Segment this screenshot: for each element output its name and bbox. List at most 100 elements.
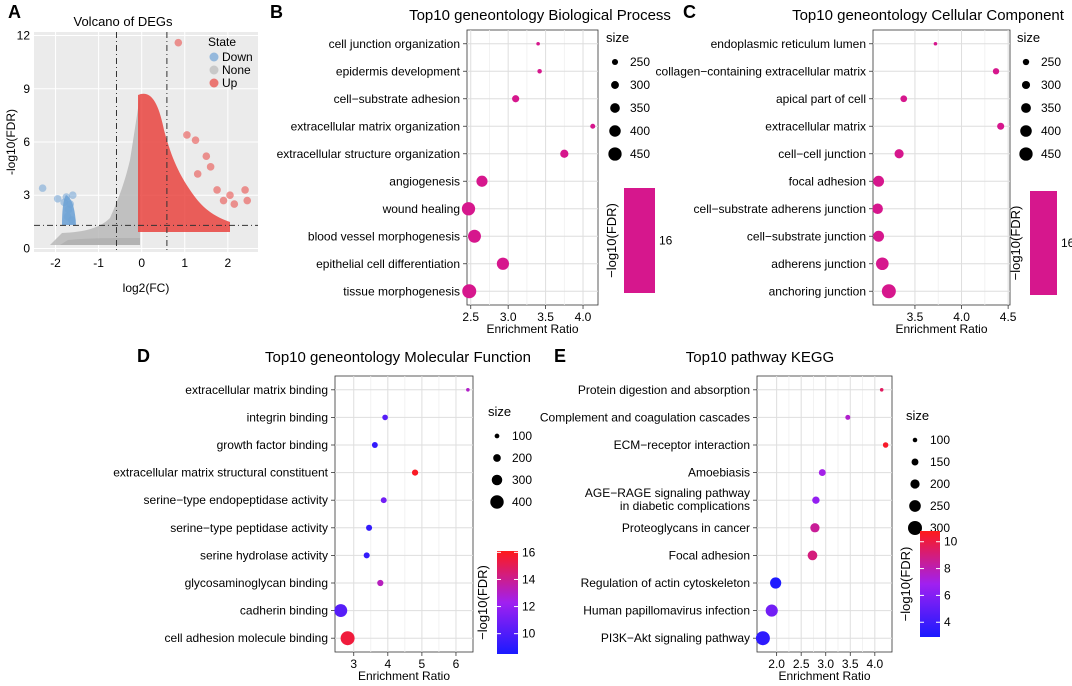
cc-size-legend-label: 350 [1041,101,1061,115]
cc-point [992,68,1000,75]
mf-point [340,631,355,646]
cc-xlabel: Enrichment Ratio [895,322,987,336]
cc-size-legend-label: 300 [1041,78,1061,92]
panel-label-b: B [270,2,283,22]
bp-category-label: epithelial cell differentiation [316,257,460,271]
mf-category-label: extracellular matrix binding [185,383,328,397]
volcano-up-cloud [138,93,230,232]
volcano-point-down [62,193,71,201]
mf-colorbar-label: 12 [522,600,536,614]
bp-size-legend-dot [608,147,622,161]
bp-plot-area [466,29,599,306]
cc-x-tick-label: 4.0 [953,310,970,324]
legend-up-label: Up [222,76,238,90]
volcano-points [38,38,252,224]
kegg-size-legend-label: 150 [930,455,950,469]
cc-point [881,284,896,299]
bp-point [461,202,476,216]
volcano-thresholds [34,32,258,252]
volcano-point-up [183,131,191,139]
kegg-colorbar-label: 4 [944,615,951,629]
volcano-point-down [68,216,76,224]
mf-category-label: growth factor binding [217,438,328,452]
volcano-point-up [241,186,249,194]
volcano-point-up [174,38,183,47]
mf-size-legend-label: 200 [512,451,532,465]
bp-size-legend-title: size [606,30,629,45]
cc-size-legend-dot [1021,103,1031,113]
mf-point [466,388,470,392]
mf-size-legend-dot [493,454,501,462]
mf-point [371,442,378,448]
cc-category-label: cell−cell junction [778,147,866,161]
bp-category-label: epidermis development [336,64,461,78]
volcano-point-up [206,163,215,171]
bp-category-label: angiogenesis [389,174,460,188]
mf-category-label: glycosaminoglycan binding [185,576,328,590]
volcano-none-base [60,238,140,245]
bp-size-legend-dot [611,81,619,89]
kegg-size-legend-label: 250 [930,499,950,513]
mf-x-tick-label: 6 [453,657,460,671]
panel-label-a: A [8,2,21,22]
bp-size-legend-dot [609,125,621,137]
cc-colorbar [1030,191,1057,295]
bp-category-label: tissue morphogenesis [343,284,460,298]
legend-item-down: Down [209,50,253,64]
bp-x-tick-label: 2.5 [462,310,479,324]
volcano-none-cloud [50,95,140,245]
bp-title: Top10 geneontology Biological Process [409,7,671,24]
bp-size-legend-label: 400 [630,124,650,138]
cc-point [872,203,883,215]
kegg-point [845,414,851,420]
mf-colorbar-label: 10 [522,627,536,641]
bp-x-tick-label: 4.0 [575,310,592,324]
mf-colorbar-label: 16 [522,545,536,559]
bp-size-legend-label: 450 [630,147,650,161]
bp-x-tick-label: 3.5 [537,310,554,324]
volcano-point-up [230,200,239,208]
kegg-size-legend-dot [909,500,921,512]
mf-point [377,579,384,587]
volcano-y-tick-label: 12 [17,29,31,43]
mf-size-legend-dot [490,495,504,509]
volcano-y-tick-label: 9 [23,82,30,96]
cc-category-label: collagen−containing extracellular matrix [656,64,866,78]
legend-up-dot [209,78,219,88]
mf-category-label: serine hydrolase activity [200,548,328,562]
kegg-x-tick-label: 3.5 [842,657,859,671]
kegg-point [879,388,884,392]
cc-point [894,149,904,159]
kegg-plot-area [756,375,893,653]
kegg-size-legend-dot [911,458,919,466]
kegg-size-legend-label: 200 [930,477,950,491]
volcano-xlabel: log2(FC) [123,281,170,295]
mf-dotplot: 3 4 5 6 extracellular matrix binding integrin… [113,375,536,683]
bp-point [468,229,481,243]
volcano-title: Volcano of DEGs [74,14,173,29]
mf-category-label: cadherin binding [240,604,328,618]
volcano-x-tick-label: 2 [225,256,232,270]
cc-point [876,257,889,271]
mf-xlabel: Enrichment Ratio [358,669,450,683]
volcano-point-up [226,191,234,200]
legend-down-label: Down [222,50,253,64]
bp-point [560,149,569,158]
mf-category-label: cell adhesion molecule binding [165,631,328,645]
kegg-colorbar-label: 10 [944,535,958,549]
volcano-point-up [243,196,252,205]
bp-point [462,284,477,299]
kegg-category-label: Human papillomavirus infection [583,604,750,618]
kegg-point [765,604,778,617]
kegg-category-label: Complement and coagulation cascades [540,410,750,424]
kegg-point [882,442,889,448]
volcano-point-down [53,194,62,203]
volcano-x-tick-label: -1 [93,256,104,270]
cc-point [873,175,885,187]
kegg-x-tick-label: 2.5 [793,657,810,671]
mf-x-tick-label: 3 [350,657,357,671]
volcano-y-tick-label: 3 [23,188,30,202]
mf-point [411,469,419,476]
bp-category-label: extracellular matrix organization [291,119,460,133]
